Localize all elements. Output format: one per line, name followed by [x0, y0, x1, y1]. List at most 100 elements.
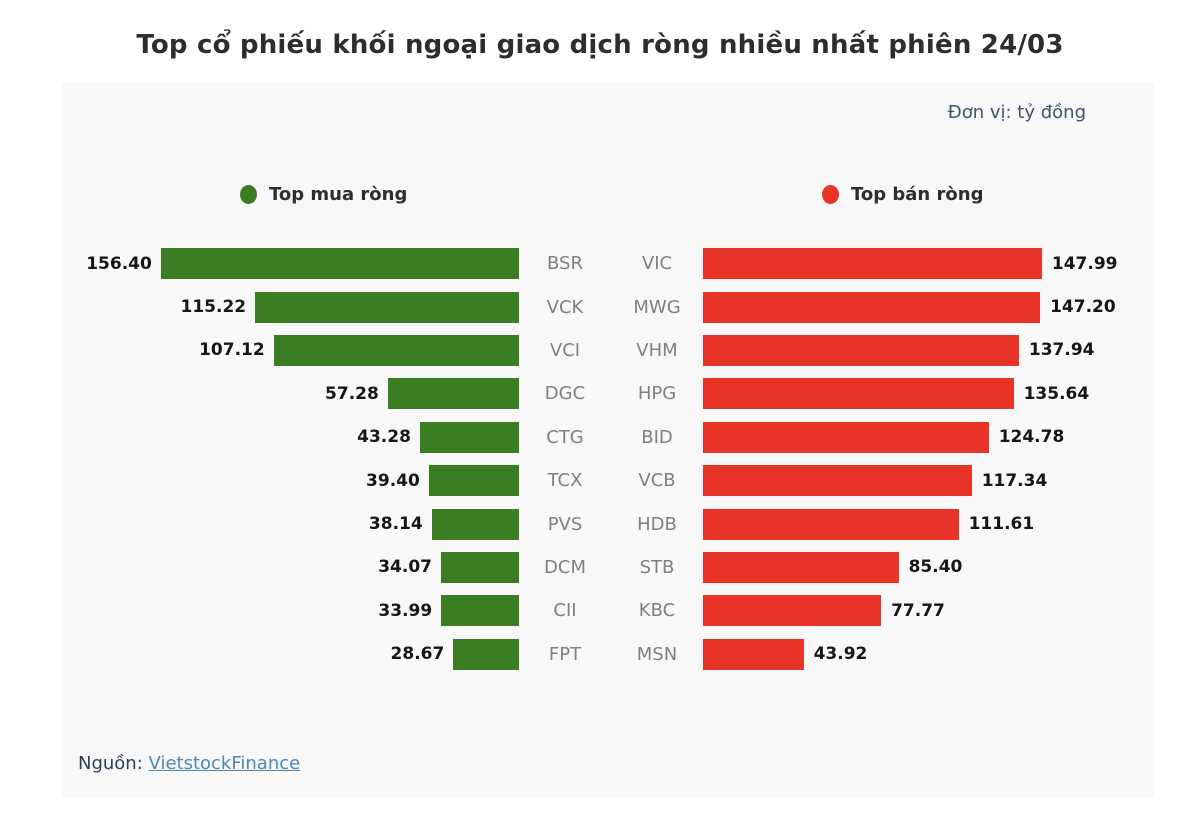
buy-bar	[441, 595, 519, 627]
buy-bar	[387, 378, 519, 410]
source-link[interactable]: VietstockFinance	[148, 753, 301, 774]
sell-bar-cell: 77.77	[703, 595, 1154, 627]
buy-value-label: 156.40	[86, 253, 152, 274]
sell-bar	[703, 508, 959, 540]
sell-bar	[703, 595, 882, 627]
sell-bar-cell: 111.61	[703, 508, 1154, 540]
buy-bar	[255, 291, 519, 323]
sell-bar	[703, 465, 972, 497]
buy-bar-cell: 34.07	[62, 551, 519, 583]
sell-bar	[703, 291, 1041, 323]
buy-bar	[441, 551, 519, 583]
buy-ticker-label: VCK	[546, 296, 584, 318]
chart-row: 33.99 CII KBC 77.77	[62, 589, 1154, 632]
buy-ticker-label: FPT	[548, 643, 582, 665]
buy-ticker-label: DGC	[544, 383, 586, 405]
source-prefix: Nguồn:	[78, 753, 143, 774]
chart-panel: Đơn vị: tỷ đồng Top mua ròng Top bán ròn…	[62, 83, 1154, 797]
legend-buy-label: Top mua ròng	[269, 184, 408, 205]
buy-bar-cell: 38.14	[62, 508, 519, 540]
source-line: Nguồn: VietstockFinance	[78, 753, 300, 774]
sell-ticker-label: VCB	[638, 470, 676, 492]
buy-bar-cell: 39.40	[62, 465, 519, 497]
sell-ticker-label: BID	[641, 426, 673, 448]
sell-ticker-label: MWG	[633, 296, 681, 318]
sell-value-label: 124.78	[998, 427, 1065, 448]
buy-value-label: 57.28	[325, 383, 379, 404]
sell-bar	[703, 551, 899, 583]
buy-bar	[453, 638, 519, 670]
sell-bar	[703, 248, 1042, 280]
chart-row: 107.12 VCI VHM 137.94	[62, 329, 1154, 372]
chart-row: 115.22 VCK MWG 147.20	[62, 285, 1154, 328]
sell-value-label: 117.34	[981, 470, 1048, 491]
sell-ticker-label: HDB	[637, 513, 677, 535]
sell-ticker-label: KBC	[638, 600, 676, 622]
buy-bar	[428, 465, 519, 497]
buy-value-label: 28.67	[390, 644, 445, 665]
buy-ticker-label: CTG	[546, 426, 584, 448]
sell-bar	[703, 378, 1014, 410]
sell-ticker-label: VIC	[641, 253, 673, 275]
legend-sell-label: Top bán ròng	[851, 184, 984, 205]
buy-value-label: 39.40	[366, 470, 420, 491]
buy-ticker-label: VCI	[549, 339, 581, 361]
sell-ticker-label: STB	[639, 556, 675, 578]
buy-bar	[160, 248, 519, 280]
sell-bar-cell: 43.92	[703, 638, 1154, 670]
chart-row: 28.67 FPT MSN 43.92	[62, 633, 1154, 676]
chart-row: 38.14 PVS HDB 111.61	[62, 502, 1154, 545]
sell-bar-cell: 124.78	[703, 421, 1154, 453]
sell-value-label: 111.61	[968, 514, 1035, 535]
sell-value-label: 77.77	[891, 600, 945, 621]
buy-bar-cell: 33.99	[62, 595, 519, 627]
legend-buy-dot-icon	[240, 185, 257, 204]
sell-bar	[703, 638, 804, 670]
buy-bar	[419, 421, 519, 453]
buy-bar	[273, 334, 519, 366]
buy-bar-cell: 57.28	[62, 378, 519, 410]
buy-value-label: 107.12	[199, 340, 265, 361]
sell-bar-cell: 147.99	[703, 248, 1154, 280]
chart-row: 39.40 TCX VCB 117.34	[62, 459, 1154, 502]
chart-row: 57.28 DGC HPG 135.64	[62, 372, 1154, 415]
sell-bar-cell: 147.20	[703, 291, 1154, 323]
buy-bar-cell: 156.40	[62, 248, 519, 280]
sell-ticker-label: VHM	[636, 339, 678, 361]
legend-sell: Top bán ròng	[822, 184, 983, 205]
sell-bar	[703, 334, 1019, 366]
unit-label: Đơn vị: tỷ đồng	[947, 102, 1086, 123]
chart-row: 34.07 DCM STB 85.40	[62, 546, 1154, 589]
sell-value-label: 85.40	[908, 557, 963, 578]
bar-chart-rows: 156.40 BSR VIC 147.99 115.22 VCK MWG 147.20 107.…	[62, 242, 1154, 676]
buy-bar-cell: 107.12	[62, 334, 519, 366]
chart-row: 156.40 BSR VIC 147.99	[62, 242, 1154, 285]
buy-value-label: 115.22	[180, 297, 247, 318]
sell-bar-cell: 137.94	[703, 334, 1154, 366]
sell-ticker-label: MSN	[636, 643, 678, 665]
buy-ticker-label: CII	[553, 600, 577, 622]
chart-title: Top cổ phiếu khối ngoại giao dịch ròng n…	[136, 30, 1064, 60]
buy-ticker-label: BSR	[547, 253, 583, 275]
buy-bar-cell: 28.67	[62, 638, 519, 670]
buy-value-label: 38.14	[368, 514, 423, 535]
sell-value-label: 137.94	[1028, 340, 1095, 361]
sell-value-label: 147.20	[1050, 297, 1116, 318]
buy-ticker-label: PVS	[547, 513, 583, 535]
buy-bar-cell: 115.22	[62, 291, 519, 323]
buy-value-label: 43.28	[357, 427, 411, 448]
sell-value-label: 43.92	[813, 644, 868, 665]
sell-ticker-label: HPG	[637, 383, 677, 405]
buy-value-label: 33.99	[378, 600, 433, 621]
buy-ticker-label: DCM	[544, 556, 586, 578]
sell-bar-cell: 135.64	[703, 378, 1154, 410]
buy-value-label: 34.07	[378, 557, 432, 578]
sell-value-label: 147.99	[1051, 253, 1118, 274]
sell-value-label: 135.64	[1023, 383, 1090, 404]
legend-sell-dot-icon	[822, 185, 839, 204]
legend-buy: Top mua ròng	[240, 184, 407, 205]
sell-bar-cell: 85.40	[703, 551, 1154, 583]
sell-bar-cell: 117.34	[703, 465, 1154, 497]
buy-bar-cell: 43.28	[62, 421, 519, 453]
sell-bar	[703, 421, 989, 453]
